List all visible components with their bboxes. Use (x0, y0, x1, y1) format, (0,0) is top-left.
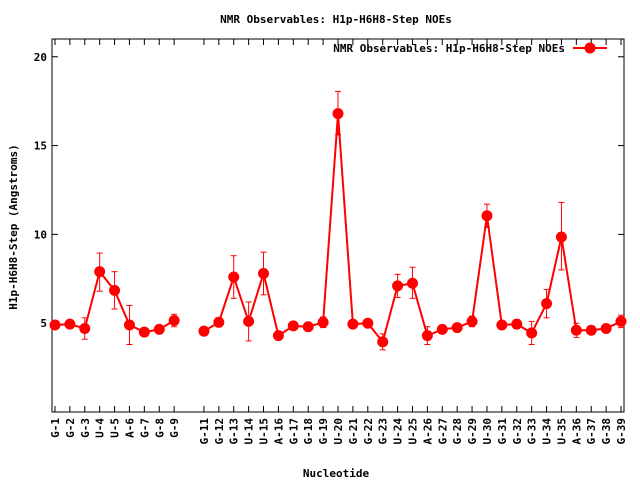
y-tick-label: 15 (34, 140, 47, 153)
series-line-segment (203, 113, 622, 345)
x-tick-label: U-25 (406, 418, 419, 445)
data-point (302, 321, 314, 333)
data-point (555, 231, 567, 243)
data-point (123, 319, 135, 331)
data-point (228, 271, 240, 283)
x-tick-label: A-16 (272, 418, 285, 445)
data-point (481, 210, 493, 222)
data-point (79, 323, 91, 335)
x-tick-label: U-30 (481, 418, 494, 445)
data-point (64, 318, 76, 330)
data-point (585, 324, 597, 336)
x-tick-label: G-28 (451, 418, 464, 445)
x-tick-label: U-14 (243, 418, 256, 445)
x-tick-label: G-12 (213, 418, 226, 445)
data-point (526, 327, 538, 339)
data-point (94, 266, 106, 278)
x-tick-label: G-29 (466, 418, 479, 445)
x-tick-label: G-19 (317, 418, 330, 445)
data-point (466, 315, 478, 327)
x-tick-label: U-4 (94, 418, 107, 438)
x-tick-label: G-11 (198, 418, 211, 445)
data-point (600, 323, 612, 335)
series-line (54, 113, 622, 345)
data-point (287, 320, 299, 332)
y-tick-label: 20 (34, 51, 47, 64)
x-tick-label: G-31 (496, 418, 509, 445)
data-point (451, 322, 463, 334)
data-point (362, 317, 374, 329)
x-tick-label: U-35 (555, 418, 568, 445)
data-point (347, 318, 359, 330)
x-tick-label: A-26 (421, 418, 434, 445)
data-point (332, 108, 344, 120)
x-tick-label: A-36 (570, 418, 583, 445)
data-point (168, 315, 180, 327)
y-tick-label: 10 (34, 228, 47, 241)
x-tick-label: G-17 (287, 418, 300, 445)
legend-marker-sample (584, 42, 596, 54)
data-point (436, 323, 448, 335)
legend-label: NMR Observables: H1p-H6H8-Step NOEs (333, 42, 565, 55)
data-point (49, 319, 61, 331)
data-point (511, 318, 523, 330)
x-tick-label: A-6 (123, 418, 136, 438)
x-tick-label: G-27 (436, 418, 449, 445)
x-tick-label: G-7 (138, 418, 151, 438)
x-axis-label: Nucleotide (303, 467, 370, 480)
data-point (258, 267, 270, 279)
error-bars (51, 90, 625, 351)
x-tick-label: U-20 (332, 418, 345, 445)
x-tick-label: G-39 (615, 418, 628, 445)
data-point (153, 323, 165, 335)
x-tick-label: U-5 (109, 418, 122, 438)
x-tick-label: G-13 (228, 418, 241, 445)
data-point (377, 336, 389, 348)
y-axis: 5 10 15 20 (34, 51, 624, 330)
y-axis-label: H1p-H6H8-Step (Angstroms) (7, 144, 20, 310)
x-tick-label: U-24 (392, 418, 405, 445)
x-tick-label: U-15 (258, 418, 271, 445)
x-tick-label: G-18 (302, 418, 315, 445)
data-point (272, 330, 284, 342)
x-axis: G-1 G-2 G-3 U-4 U-5 A-6 G-7 G-8 G-9 G-11 G-12 G-13 U… (49, 39, 628, 445)
x-tick-label: G-33 (526, 418, 539, 445)
data-point (138, 326, 150, 338)
x-tick-label: G-3 (79, 418, 92, 438)
x-tick-label: U-34 (541, 418, 554, 445)
data-point (317, 316, 329, 328)
data-point (406, 277, 418, 289)
x-tick-label: G-2 (64, 418, 77, 438)
x-tick-label: G-23 (377, 418, 390, 445)
data-point (392, 280, 404, 292)
y-tick-label: 5 (40, 317, 47, 330)
data-point (570, 324, 582, 336)
x-tick-label: G-38 (600, 418, 613, 445)
data-points (49, 108, 627, 348)
x-tick-label: G-9 (168, 418, 181, 438)
x-tick-label: G-8 (153, 418, 166, 438)
x-tick-label: G-1 (49, 418, 62, 438)
chart-title: NMR Observables: H1p-H6H8-Step NOEs (220, 13, 452, 26)
data-point (213, 316, 225, 328)
data-point (615, 315, 627, 327)
data-point (421, 330, 433, 342)
x-tick-label: G-32 (511, 418, 524, 445)
data-point (109, 284, 121, 296)
data-point (541, 298, 553, 310)
x-tick-label: G-21 (347, 418, 360, 445)
data-point (496, 319, 508, 331)
data-point (198, 325, 210, 337)
legend: NMR Observables: H1p-H6H8-Step NOEs (333, 42, 607, 55)
data-point (243, 315, 255, 327)
x-tick-label: G-22 (362, 418, 375, 445)
x-tick-label: G-37 (585, 418, 598, 445)
